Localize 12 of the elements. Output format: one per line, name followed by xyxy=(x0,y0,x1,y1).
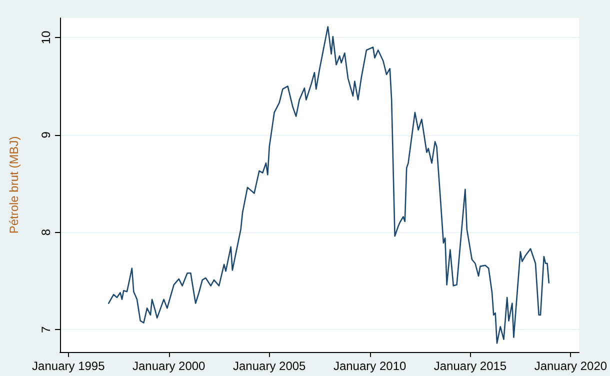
y-axis-title: Pétrole brut (MBJ) xyxy=(7,136,21,234)
x-tick-label: January 1995 xyxy=(32,359,106,373)
x-tick-label: January 2000 xyxy=(132,359,206,373)
y-tick-label: 10 xyxy=(39,30,53,44)
x-tick-label: January 2015 xyxy=(434,359,507,373)
x-tick-label: January 2020 xyxy=(534,359,608,373)
line-series xyxy=(108,26,550,344)
x-tick-label: January 2010 xyxy=(333,359,406,373)
y-tick-label: 7 xyxy=(39,326,53,333)
y-tick-label: 8 xyxy=(39,228,53,236)
y-tick-label: 9 xyxy=(39,131,53,138)
x-tick-label: January 2005 xyxy=(232,359,306,373)
